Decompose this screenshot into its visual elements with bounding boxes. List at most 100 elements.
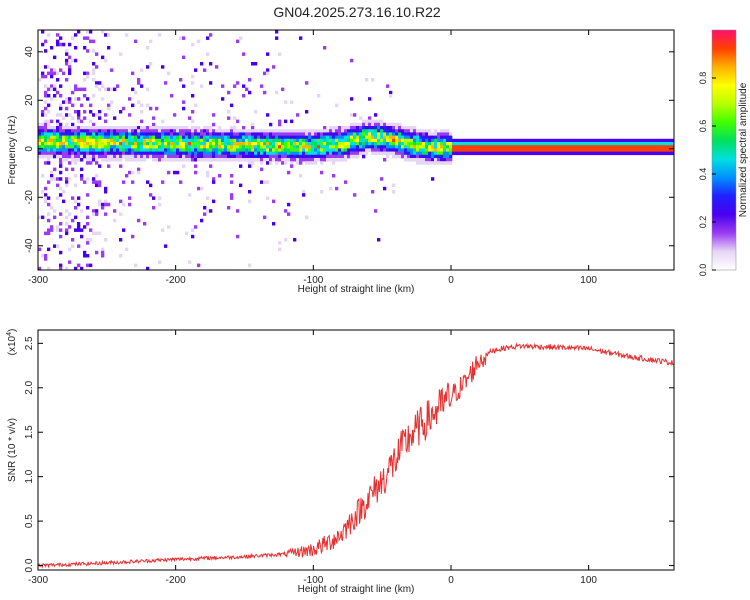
spectrogram-cell (65, 183, 69, 188)
spectrogram-cell (95, 212, 99, 216)
spectrogram-cell (551, 142, 555, 146)
spectrogram-cell (533, 148, 537, 152)
spectrogram-cell (542, 145, 546, 149)
spectrogram-cell (395, 151, 399, 156)
colorbar: 0.00.20.40.60.8 Normalized spectral ampl… (698, 29, 749, 276)
spectrogram-cell (41, 151, 45, 156)
spectrogram-cell (470, 138, 474, 143)
spectrogram-cell (230, 158, 234, 162)
spectrogram-cell (260, 84, 264, 88)
spectrogram-cell (446, 148, 450, 152)
spectrogram-cell (344, 180, 348, 184)
spectrogram-cell (632, 151, 636, 156)
spectrogram-cell (206, 132, 210, 136)
spectrogram-cell (209, 151, 213, 156)
spectrogram-cell (581, 148, 585, 152)
spectrogram-cell (83, 135, 87, 140)
spectrogram-cell (83, 78, 87, 82)
spectrogram-cell (131, 126, 135, 130)
spectrogram-cell (68, 129, 72, 133)
spectrogram-cell (449, 151, 453, 156)
spectrogram-cell (506, 138, 510, 143)
spectrogram-cell (50, 74, 54, 79)
spectrogram-cell (41, 126, 45, 130)
spectrogram-cell (161, 135, 165, 140)
spectrogram-cell (86, 129, 90, 133)
spectrogram-cell (185, 231, 189, 236)
spectrogram-cell (194, 126, 198, 130)
spectrogram-cell (353, 129, 357, 133)
spectrogram-cell (563, 142, 567, 146)
spectrogram-cell (146, 135, 150, 140)
spectrogram-cell (56, 154, 60, 159)
spectrogram-cell (359, 122, 363, 127)
spectrogram-cell (44, 94, 48, 98)
spectrogram-cell (107, 158, 111, 162)
spectrogram-cell (341, 142, 345, 146)
spectrogram-cell (278, 154, 282, 159)
spectrogram-cell (50, 68, 54, 72)
spectrogram-cell (65, 49, 69, 53)
spectrogram-cell (638, 151, 642, 156)
spectrogram-cell (209, 129, 213, 133)
spectrogram-cell (260, 129, 264, 133)
spectrogram-cell (89, 142, 93, 146)
spectrogram-cell (278, 142, 282, 146)
spectrogram-cell (356, 145, 360, 149)
spectrogram-cell (50, 142, 54, 146)
spectrogram-cell (290, 132, 294, 136)
spectrogram-cell (470, 148, 474, 152)
spectrogram-cell (407, 158, 411, 162)
spectrogram-cell (86, 132, 90, 136)
spectrogram-cell (194, 129, 198, 133)
spectrogram-cell (413, 126, 417, 130)
spectrogram-cell (92, 122, 96, 127)
spectrogram-cell (605, 138, 609, 143)
spectrogram-cell (344, 135, 348, 140)
spectrogram-cell (44, 39, 48, 44)
spectrogram-cell (362, 126, 366, 130)
spectrogram-cell (470, 151, 474, 156)
spectrogram-cell (497, 145, 501, 149)
spectrogram-cell (74, 46, 78, 50)
spectrogram-cell (155, 151, 159, 156)
spectrogram-cell (635, 145, 639, 149)
spectrogram-cell (383, 129, 387, 133)
spectrogram-cell (419, 142, 423, 146)
spectrogram-cell (272, 138, 276, 143)
spectrogram-cell (329, 145, 333, 149)
spectrogram-cell (47, 154, 51, 159)
spectrogram-cell (263, 90, 267, 95)
spectrogram-cell (128, 126, 132, 130)
spectrogram-cell (368, 145, 372, 149)
spectrogram-cell (128, 142, 132, 146)
spectrogram-cell (137, 100, 141, 104)
spectrogram-cell (104, 135, 108, 140)
spectrogram-cell (314, 148, 318, 152)
spectrogram-cell (386, 84, 390, 88)
spectrogram-cell (92, 145, 96, 149)
spectrogram-cell (86, 263, 90, 268)
spectrogram-cell (119, 158, 123, 162)
spectrogram-cell (110, 145, 114, 149)
spectrogram-cell (56, 113, 60, 117)
spectrogram-cell (326, 142, 330, 146)
spectrogram-cell (320, 148, 324, 152)
spectrogram-cell (218, 142, 222, 146)
spectrogram-cell (539, 138, 543, 143)
spectrogram-cell (104, 148, 108, 152)
spectrogram-cell (485, 151, 489, 156)
snr-ytick-label: 1.5 (24, 425, 35, 439)
spectrogram-cell (101, 145, 105, 149)
spectrogram-cell (257, 142, 261, 146)
spectrogram-cell (350, 113, 354, 117)
spectrogram-cell (230, 145, 234, 149)
spectrogram-cell (437, 148, 441, 152)
spectrogram-cell (317, 138, 321, 143)
spectrogram-cell (398, 148, 402, 152)
spectrogram-cell (146, 154, 150, 159)
spectrogram-cell (536, 151, 540, 156)
spectrogram-cell (227, 110, 231, 114)
spectrogram-cell (74, 126, 78, 130)
spectrogram-cell (62, 126, 66, 130)
